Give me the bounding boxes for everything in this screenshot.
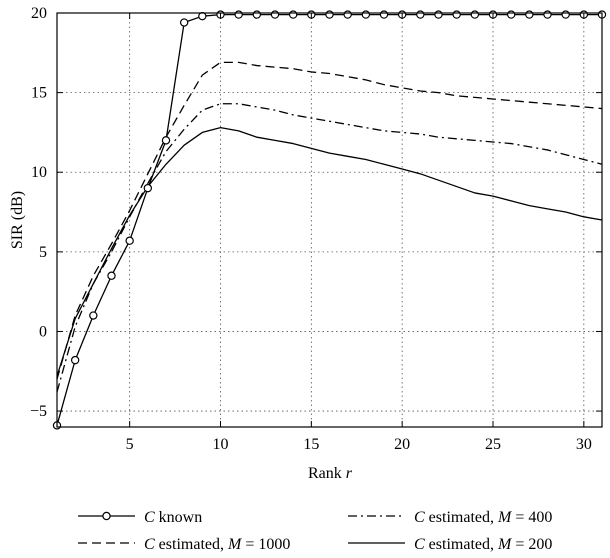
legend-label: C estimated, M = 1000 [144,536,290,553]
x-tick-label: 10 [213,436,229,453]
legend-label: C known [144,509,202,526]
legend-item-2: C estimated, M = 1000 [78,536,290,553]
series-1-marker [179,18,189,27]
series-1-marker [252,10,262,19]
x-tick-label: 5 [126,436,134,453]
series-1-marker [470,10,480,19]
series-1-marker [543,10,552,19]
series-1-marker [161,136,171,145]
series-1-marker [379,10,389,19]
x-axis-label: Rank r [308,465,353,482]
series-1-marker [325,10,334,19]
series-1-marker [89,311,98,320]
y-tick-label: −5 [30,403,47,420]
legend-item-1: C known [78,509,202,526]
series-1-marker [525,10,534,19]
axis-ticks [57,12,602,427]
legend-label: C estimated, M = 200 [414,536,552,553]
x-tick-label: 30 [576,436,592,453]
plot-frame [56,12,603,428]
legend: C known C estimated, M = 400 C estimated, … [78,509,552,553]
series-1-marker [107,271,116,280]
series-1-marker [361,10,371,19]
y-tick-label: 15 [31,85,47,102]
series-1-marker [561,10,570,19]
series-1-marker [434,10,443,19]
legend-marker [102,511,111,521]
y-tick-label: 0 [39,323,47,340]
series-1-marker [506,10,516,19]
series-1-marker [125,236,134,245]
y-tick-label: 20 [31,5,47,22]
x-tick-label: 15 [303,436,319,453]
y-tick-label: 5 [39,244,47,261]
series-1-marker [288,10,298,19]
legend-item-4: C estimated, M = 200 [348,536,552,553]
series-1-marker [143,183,153,193]
tick-labels: 5 10 15 20 25 30 −5 0 5 10 15 20 [30,5,592,453]
plot-area [57,13,602,427]
legend-label: C estimated, M = 400 [414,509,552,526]
series-1-marker [234,10,243,19]
x-tick-label: 20 [394,436,410,453]
series-1-marker [343,10,352,19]
x-tick-label: 25 [485,436,501,453]
series-1-marker [70,355,80,365]
series-line-2 [56,61,603,380]
series-1-marker [416,10,425,19]
legend-item-3: C estimated, M = 400 [348,509,552,526]
series-1-marker [198,11,207,21]
y-tick-label: 10 [31,164,47,181]
series-line-3 [56,103,603,393]
series-1-marker [270,10,280,19]
y-axis-label: SIR (dB) [9,191,26,249]
series-1-marker [452,10,461,19]
